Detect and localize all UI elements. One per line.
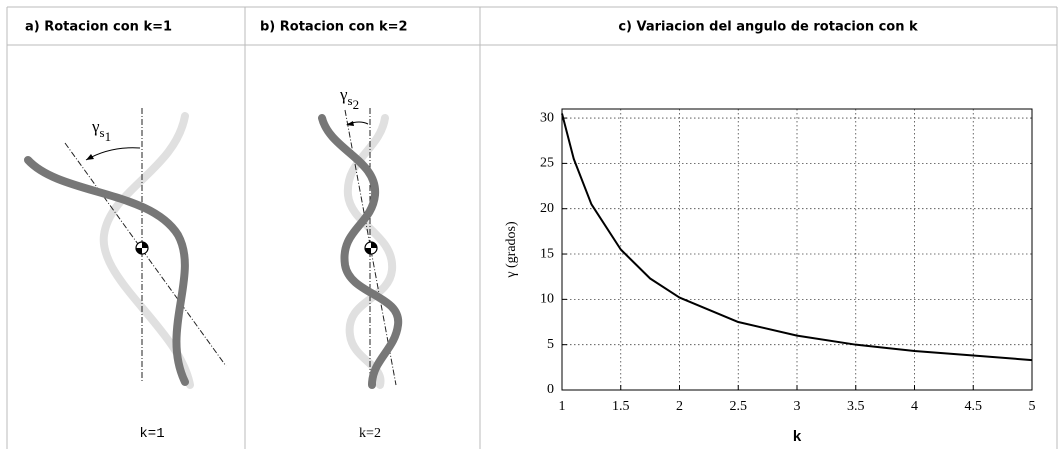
x-tick-label: 3.5 (847, 399, 865, 414)
angle-label: γs1 (91, 117, 111, 144)
angle-symbol: γ (91, 117, 100, 136)
angle-symbol: γ (339, 85, 348, 104)
y-tick-label: 25 (540, 156, 554, 171)
y-tick-label: 30 (540, 110, 554, 125)
y-tick-label: 10 (540, 292, 554, 307)
x-tick-label: 5 (1029, 399, 1036, 414)
chart: 0 5 10 15 20 25 30 1 1.5 2 2.5 3 3.5 4 4.5 5 k γ (grados) (504, 108, 1036, 445)
panel-caption: k=2 (359, 426, 381, 441)
angle-subscript: s (348, 93, 353, 108)
y-tick-label: 5 (547, 337, 554, 352)
plot-frame (561, 108, 1033, 391)
angle-index: 1 (105, 129, 112, 144)
x-tick-label: 3 (794, 399, 801, 414)
y-tick-label: 0 (547, 382, 554, 397)
x-tick-label: 1.5 (612, 399, 630, 414)
y-tick-label: 15 (540, 246, 554, 261)
angle-label: γs2 (339, 85, 359, 112)
panel-caption: k=1 (139, 426, 164, 442)
x-tick-label: 2 (676, 399, 683, 414)
panel-title: b) Rotacion con k=2 (260, 20, 408, 35)
panel-title: a) Rotacion con k=1 (25, 20, 172, 35)
chart-title: c) Variacion del angulo de rotacion con … (618, 20, 918, 35)
data-line (561, 113, 1033, 362)
angle-index: 2 (353, 97, 360, 112)
x-tick-label: 1 (559, 399, 566, 414)
x-tick-label: 4 (911, 399, 918, 414)
table-frame (6, 6, 1058, 449)
x-tick-label: 2.5 (730, 399, 748, 414)
x-tick-label: 4.5 (965, 399, 983, 414)
y-axis-label: γ (grados) (504, 221, 519, 279)
diagram-b (318, 108, 403, 389)
angle-subscript: s (100, 125, 105, 140)
x-axis-label: k (793, 428, 802, 445)
y-tick-label: 20 (540, 201, 554, 216)
diagram-a (24, 108, 227, 389)
